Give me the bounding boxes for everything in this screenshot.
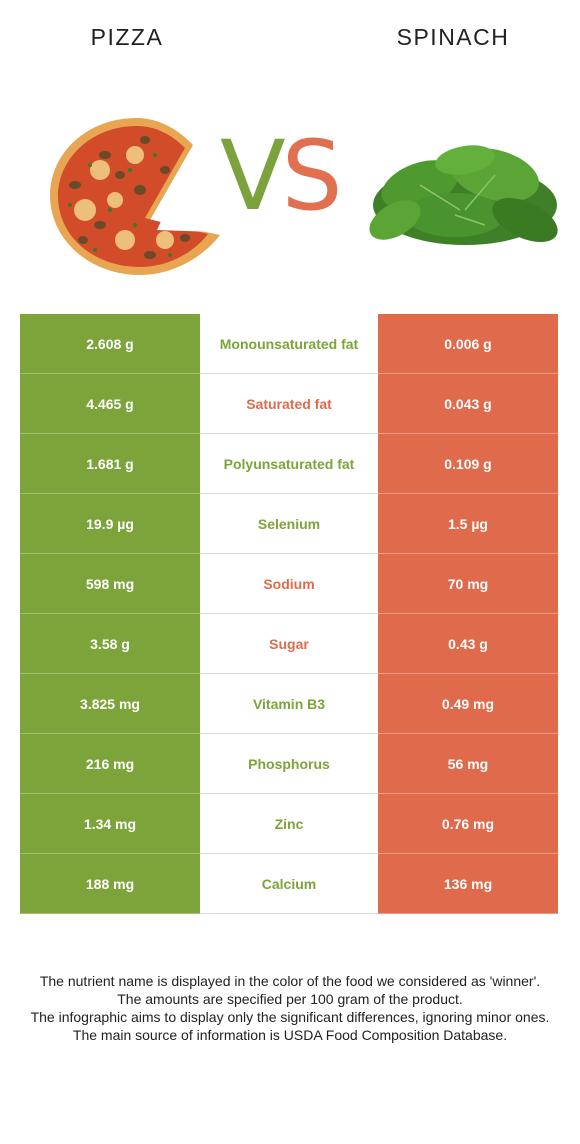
nutrient-name: Calcium [200, 854, 378, 914]
pizza-value: 1.34 mg [20, 794, 200, 854]
table-row: 3.825 mg Vitamin B3 0.49 mg [20, 674, 558, 734]
footer-line-4: The main source of information is USDA F… [72, 1027, 508, 1043]
table-row: 1.34 mg Zinc 0.76 mg [20, 794, 558, 854]
footer-line-3: The infographic aims to display only the… [30, 1009, 550, 1025]
footer-line-2: The amounts are specified per 100 gram o… [117, 991, 463, 1007]
table-row: 3.58 g Sugar 0.43 g [20, 614, 558, 674]
spinach-value: 0.43 g [378, 614, 558, 674]
pizza-value: 3.58 g [20, 614, 200, 674]
table-row: 19.9 µg Selenium 1.5 µg [20, 494, 558, 554]
nutrient-name: Monounsaturated fat [200, 314, 378, 374]
spinach-value: 136 mg [378, 854, 558, 914]
spinach-title: SPINACH [396, 24, 510, 50]
nutrient-name: Saturated fat [200, 374, 378, 434]
nutrient-name: Sodium [200, 554, 378, 614]
nutrient-name: Polyunsaturated fat [200, 434, 378, 494]
pizza-value: 1.681 g [20, 434, 200, 494]
spinach-value: 0.006 g [378, 314, 558, 374]
vs-label: VS [220, 120, 343, 232]
spinach-value: 1.5 µg [378, 494, 558, 554]
spinach-value: 0.043 g [378, 374, 558, 434]
nutrient-name: Vitamin B3 [200, 674, 378, 734]
spinach-value: 0.76 mg [378, 794, 558, 854]
spinach-value: 0.49 mg [378, 674, 558, 734]
spinach-image [369, 145, 558, 245]
pizza-value: 598 mg [20, 554, 200, 614]
images-area: VS [0, 100, 580, 290]
spinach-value: 0.109 g [378, 434, 558, 494]
pizza-value: 4.465 g [20, 374, 200, 434]
pizza-value: 188 mg [20, 854, 200, 914]
spinach-value: 70 mg [378, 554, 558, 614]
table-row: 4.465 g Saturated fat 0.043 g [20, 374, 558, 434]
footer-line-1: The nutrient name is displayed in the co… [39, 973, 541, 989]
pizza-value: 3.825 mg [20, 674, 200, 734]
footer-notes: The nutrient name is displayed in the co… [14, 972, 566, 1044]
nutrient-name: Selenium [200, 494, 378, 554]
table-row: 598 mg Sodium 70 mg [20, 554, 558, 614]
pizza-title: PIZZA [90, 24, 164, 50]
pizza-image [50, 118, 220, 275]
pizza-value: 2.608 g [20, 314, 200, 374]
nutrient-name: Sugar [200, 614, 378, 674]
table-row: 1.681 g Polyunsaturated fat 0.109 g [20, 434, 558, 494]
header: PIZZA SPINACH [0, 24, 580, 64]
nutrient-name: Zinc [200, 794, 378, 854]
pizza-value: 19.9 µg [20, 494, 200, 554]
spinach-value: 56 mg [378, 734, 558, 794]
table-row: 216 mg Phosphorus 56 mg [20, 734, 558, 794]
pizza-value: 216 mg [20, 734, 200, 794]
comparison-table: 2.608 g Monounsaturated fat 0.006 g 4.465 g… [20, 314, 558, 914]
nutrient-name: Phosphorus [200, 734, 378, 794]
table-row: 2.608 g Monounsaturated fat 0.006 g [20, 314, 558, 374]
table-row: 188 mg Calcium 136 mg [20, 854, 558, 914]
